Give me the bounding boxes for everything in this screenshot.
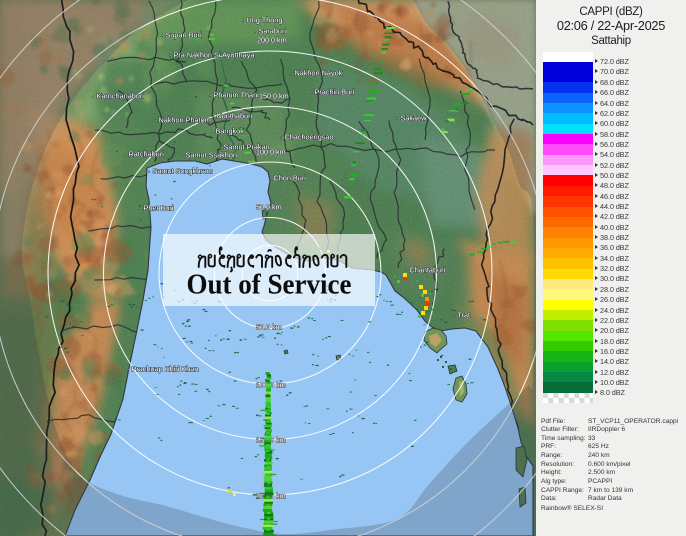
svg-text:· Supan Buri: · Supan Buri xyxy=(161,31,202,40)
svg-text:50.0 km: 50.0 km xyxy=(256,323,282,332)
svg-text:· Chantaburi: · Chantaburi xyxy=(405,266,446,275)
svg-text:· Karnchanaburi: · Karnchanaburi xyxy=(92,92,144,101)
svg-text:200.0 km: 200.0 km xyxy=(257,36,287,45)
svg-text:· Trat: · Trat xyxy=(453,311,470,320)
svg-text:· Bangkok: · Bangkok xyxy=(211,127,244,136)
svg-text:· Phet Buri: · Phet Buri xyxy=(139,204,174,213)
svg-text:· Phatum Thani: · Phatum Thani xyxy=(209,91,259,100)
svg-text:· Prachuap Khiri Khan: · Prachuap Khiri Khan xyxy=(127,365,198,374)
svg-text:· Samut Prakan: · Samut Prakan xyxy=(219,143,270,152)
svg-text:· Samut Ssakhon: · Samut Ssakhon xyxy=(181,151,237,160)
svg-text:150.0 km: 150.0 km xyxy=(259,92,289,101)
svg-text:· Nakhon Nayok: · Nakhon Nayok xyxy=(290,69,343,78)
svg-text:· Nonthaburi: · Nonthaburi xyxy=(212,112,253,121)
svg-text:· Chon Buri: · Chon Buri xyxy=(269,174,306,183)
svg-text:· Sakaew: · Sakaew xyxy=(396,114,427,123)
svg-text:· Saraburi: · Saraburi xyxy=(254,27,286,36)
svg-text:· Nakhon Phatom: · Nakhon Phatom xyxy=(154,116,211,125)
svg-text:100.0 km: 100.0 km xyxy=(256,148,286,157)
svg-text:· Ratchaburi: · Ratchaburi xyxy=(124,150,164,159)
svg-text:· Chachoengsao: · Chachoengsao xyxy=(280,133,334,142)
svg-text:· Prachin Buri: · Prachin Buri xyxy=(310,88,355,97)
svg-text:· Pra Nakhon Si Ayutthaya: · Pra Nakhon Si Ayutthaya xyxy=(169,51,255,60)
svg-text:50.0 km: 50.0 km xyxy=(256,203,282,212)
svg-text:· Samut Songkhram: · Samut Songkhram xyxy=(148,167,213,176)
svg-text:Out of Service: Out of Service xyxy=(187,269,352,301)
svg-text:· Ung Thong: · Ung Thong xyxy=(242,16,282,25)
